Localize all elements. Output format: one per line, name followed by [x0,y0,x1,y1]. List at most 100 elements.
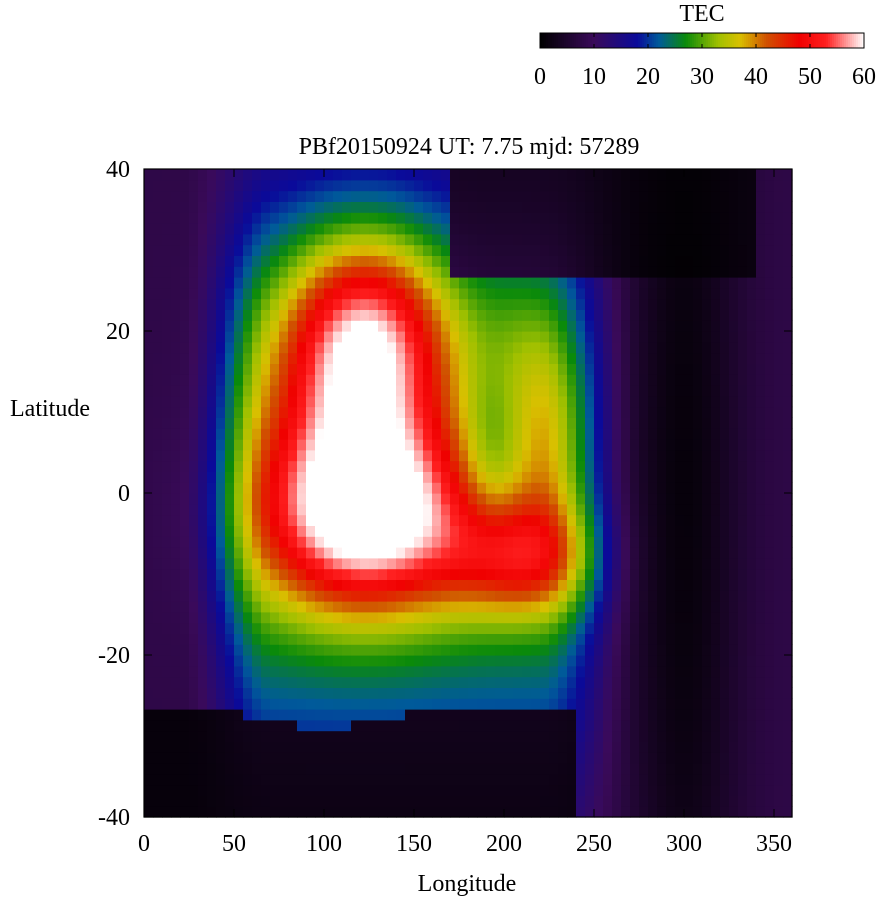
heatmap-cell [396,579,406,591]
heatmap-cell [279,352,289,364]
colorbar-segment [674,33,677,48]
heatmap-cell [720,179,730,192]
heatmap-cell [657,277,667,289]
heatmap-cell [351,331,361,343]
heatmap-cell [216,341,226,354]
heatmap-cell [468,752,478,764]
heatmap-cell [324,471,334,483]
heatmap-cell [423,773,433,786]
heatmap-cell [360,752,370,764]
heatmap-cell [405,417,415,429]
heatmap-cell [144,590,154,602]
heatmap-cell [783,579,793,591]
heatmap-cell [414,719,424,732]
heatmap-cell [144,579,154,591]
heatmap-cell [270,795,280,807]
heatmap-cell [207,493,217,505]
heatmap-cell [189,795,199,807]
heatmap-cell [594,536,604,548]
heatmap-cell [639,611,649,624]
heatmap-cell [387,568,397,580]
heatmap-cell [414,806,424,818]
heatmap-cell [189,611,199,624]
heatmap-cell [387,255,397,267]
heatmap-cell [675,266,685,278]
heatmap-cell [306,557,316,570]
heatmap-cell [684,709,694,721]
x-tick-label: 250 [576,831,612,857]
heatmap-cell [531,352,541,364]
heatmap-cell [486,763,496,775]
heatmap-cell [297,417,307,429]
heatmap-cell [567,676,577,688]
heatmap-cell [171,277,181,289]
heatmap-cell [522,676,532,688]
heatmap-cell [657,709,667,721]
heatmap-cell [297,763,307,775]
heatmap-cell [594,493,604,505]
heatmap-cell [585,287,595,300]
heatmap-cell [585,255,595,267]
heatmap-cell [504,709,514,721]
heatmap-cell [756,460,766,472]
heatmap-cell [576,611,586,624]
heatmap-cell [378,179,388,192]
heatmap-cell [171,806,181,818]
heatmap-cell [450,374,460,386]
heatmap-cell [603,601,613,613]
heatmap-cell [297,719,307,732]
heatmap-cell [738,525,748,537]
heatmap-cell [684,536,694,548]
heatmap-cell [522,633,532,645]
heatmap-cell [684,773,694,786]
heatmap-cell [261,493,271,505]
heatmap-cell [486,601,496,613]
heatmap-cell [495,223,505,235]
heatmap-cell [405,644,415,656]
heatmap-cell [189,277,199,289]
heatmap-cell [279,719,289,732]
heatmap-cell [153,752,163,764]
heatmap-cell [522,428,532,440]
heatmap-cell [738,233,748,246]
heatmap-cell [522,719,532,732]
heatmap-cell [252,482,262,494]
heatmap-cell [279,212,289,224]
heatmap-cell [198,557,208,570]
heatmap-cell [288,266,298,278]
heatmap-cell [783,428,793,440]
heatmap-cell [396,298,406,310]
heatmap-cell [774,547,784,559]
heatmap-cell [261,341,271,354]
heatmap-cell [585,395,595,408]
heatmap-cell [504,752,514,764]
heatmap-cell [162,385,172,397]
heatmap-cell [234,503,244,516]
heatmap-cell [621,547,631,559]
heatmap-cell [540,363,550,375]
heatmap-cell [576,773,586,786]
heatmap-cell [180,266,190,278]
heatmap-cell [504,644,514,656]
heatmap-cell [666,395,676,408]
colorbar-segment [646,33,649,48]
heatmap-cell [648,298,658,310]
heatmap-cell [783,568,793,580]
heatmap-cell [756,698,766,710]
heatmap-cell [450,806,460,818]
heatmap-cell [765,773,775,786]
heatmap-cell [576,687,586,699]
heatmap-cell [441,795,451,807]
heatmap-cell [342,352,352,364]
heatmap-cell [405,482,415,494]
heatmap-cell [189,179,199,192]
colorbar-segment [616,33,619,48]
heatmap-cell [450,482,460,494]
heatmap-cell [189,482,199,494]
heatmap-cell [702,795,712,807]
heatmap-cell [549,547,559,559]
heatmap-cell [351,514,361,526]
heatmap-cell [720,784,730,796]
heatmap-cell [567,687,577,699]
heatmap-cell [342,806,352,818]
